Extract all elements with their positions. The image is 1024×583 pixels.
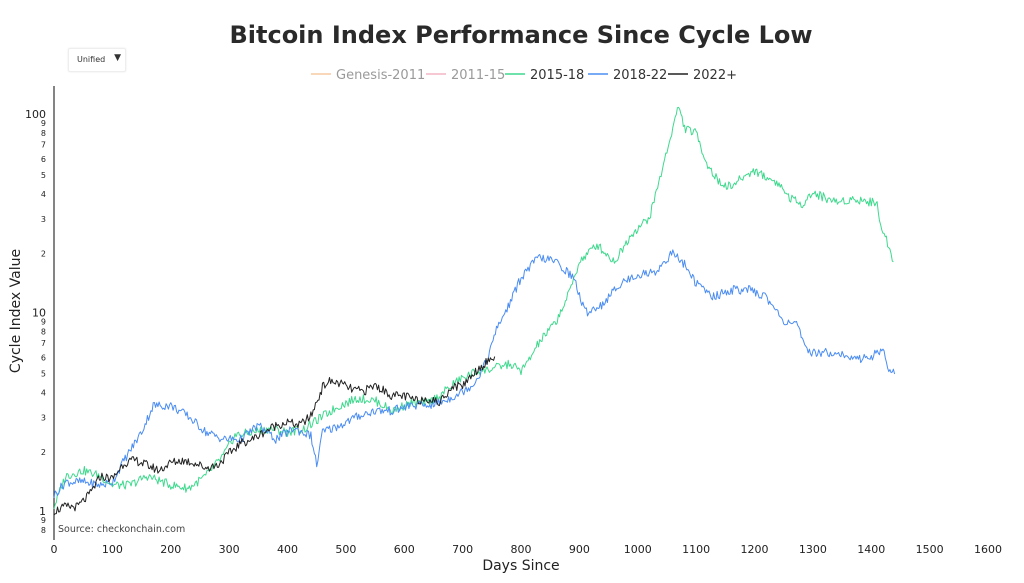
x-tick-label: 900 <box>569 543 590 556</box>
x-tick-label: 1400 <box>857 543 885 556</box>
y-tick-label: 3 <box>41 215 46 224</box>
legend-label: 2011-15 <box>451 68 505 83</box>
x-tick-label: 0 <box>51 543 58 556</box>
legend-label: 2022+ <box>693 68 737 83</box>
axes: 0 100 200 300 400 500 600 700 800 900 1000 1100 1200… <box>25 86 1002 556</box>
y-tick-label: 100 <box>25 108 46 121</box>
y-tick-label: 6 <box>41 354 46 363</box>
caret-down-icon: ▼ <box>114 53 121 63</box>
y-tick-label: 5 <box>41 171 46 180</box>
y-tick-label: 3 <box>41 413 46 422</box>
y-minor-tick-label: 9 <box>41 119 46 128</box>
y-tick-label: 2 <box>41 250 46 259</box>
x-tick-label: 200 <box>160 543 181 556</box>
plot-area <box>53 106 896 516</box>
legend-item-2015-18[interactable]: 2015-18 <box>505 68 584 83</box>
x-tick-label: 1200 <box>741 543 769 556</box>
y-minor-tick-label: 8 <box>41 129 46 138</box>
x-tick-label: 400 <box>277 543 298 556</box>
y-minor-tick-label: 8 <box>41 328 46 337</box>
series-line-2015-18 <box>53 106 894 510</box>
legend[interactable]: Genesis-2011 2011-15 2015-18 2018-22 2022+ <box>311 68 737 83</box>
y-minor-tick-label: 7 <box>41 339 46 348</box>
y-tick-label: 5 <box>41 369 46 378</box>
x-tick-label: 1000 <box>624 543 652 556</box>
x-tick-label: 1300 <box>799 543 827 556</box>
x-tick-label: 600 <box>394 543 415 556</box>
source-note: Source: checkonchain.com <box>58 524 185 535</box>
y-tick-label: 4 <box>41 190 46 199</box>
legend-item-2011-15[interactable]: 2011-15 <box>426 68 505 83</box>
x-tick-label: 500 <box>335 543 356 556</box>
x-tick-label: 700 <box>452 543 473 556</box>
y-tick-label: 1 <box>39 505 46 518</box>
view-mode-dropdown[interactable]: Unified ▼ <box>68 48 126 72</box>
series-line-2018-22 <box>53 249 896 498</box>
x-tick-label: 300 <box>219 543 240 556</box>
series-line-2022- <box>53 356 496 516</box>
legend-item-2018-22[interactable]: 2018-22 <box>588 68 667 83</box>
legend-label: 2018-22 <box>613 68 667 83</box>
x-tick-label: 1100 <box>682 543 710 556</box>
y-tick-label: 2 <box>41 448 46 457</box>
x-tick-label: 1500 <box>916 543 944 556</box>
x-tick-label: 1600 <box>974 543 1002 556</box>
y-axis-title: Cycle Index Value <box>8 249 24 373</box>
y-tick-label: 4 <box>41 388 46 397</box>
legend-label: 2015-18 <box>530 68 584 83</box>
y-tick-label: 6 <box>41 155 46 164</box>
chart-title: Bitcoin Index Performance Since Cycle Lo… <box>229 21 812 49</box>
x-axis-title: Days Since <box>482 558 559 574</box>
y-tick-label: 10 <box>32 307 46 320</box>
x-tick-label: 800 <box>511 543 532 556</box>
view-mode-label: Unified <box>77 55 106 64</box>
y-minor-tick-label: 8 <box>41 526 46 535</box>
y-minor-tick-label: 9 <box>41 318 46 327</box>
y-minor-tick-label: 7 <box>41 141 46 150</box>
legend-item-2022-[interactable]: 2022+ <box>668 68 737 83</box>
legend-label: Genesis-2011 <box>336 68 425 83</box>
legend-item-genesis-2011[interactable]: Genesis-2011 <box>311 68 425 83</box>
y-minor-tick-label: 9 <box>41 516 46 525</box>
x-tick-label: 100 <box>102 543 123 556</box>
